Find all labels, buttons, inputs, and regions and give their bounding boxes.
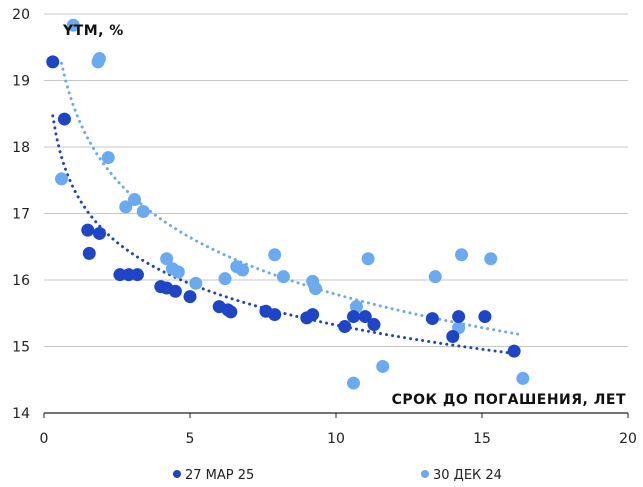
trendlines — [51, 61, 525, 355]
data-point-series-0 — [376, 359, 390, 373]
legend-label-series-mar: 27 МАР 25 — [185, 468, 254, 483]
x-axis-title: СРОК ДО ПОГАШЕНИЯ, ЛЕТ — [392, 392, 626, 408]
y-tick-label: 14 — [12, 406, 30, 422]
y-tick-label: 19 — [12, 74, 30, 90]
gridlines — [44, 13, 628, 347]
data-point-series-0 — [101, 151, 115, 165]
data-point-series-0 — [236, 263, 250, 277]
x-tick-label: 20 — [619, 431, 637, 447]
data-points — [46, 18, 530, 390]
x-tick-label: 15 — [473, 431, 491, 447]
data-point-series-0 — [455, 248, 469, 262]
trendline-series-1 — [51, 114, 516, 355]
data-point-series-1 — [92, 226, 106, 240]
y-tick-label: 18 — [12, 140, 30, 156]
data-point-series-1 — [183, 290, 197, 304]
data-point-series-1 — [446, 330, 460, 344]
data-point-series-1 — [306, 308, 320, 322]
data-point-series-1 — [82, 246, 96, 260]
data-point-series-1 — [358, 310, 372, 324]
data-point-series-1 — [46, 55, 60, 69]
axes: 14 15 16 17 18 19 20 0 5 10 15 20 — [12, 7, 637, 447]
data-point-series-1 — [168, 284, 182, 298]
y-tick-label: 16 — [12, 273, 30, 289]
data-point-series-0 — [66, 18, 80, 32]
x-tick-label: 10 — [327, 431, 345, 447]
data-point-series-0 — [361, 252, 375, 266]
legend-label-series-dec: 30 ДЕК 24 — [433, 468, 502, 483]
y-tick-label: 20 — [12, 7, 30, 23]
x-tick-label: 0 — [40, 431, 49, 447]
data-point-series-0 — [92, 52, 106, 66]
data-point-series-1 — [338, 320, 352, 334]
data-point-series-0 — [128, 193, 142, 207]
data-point-series-0 — [428, 270, 442, 284]
data-point-series-0 — [276, 270, 290, 284]
legend-marker-series-dec — [421, 470, 429, 478]
data-point-series-1 — [268, 308, 282, 322]
data-point-series-1 — [425, 312, 439, 326]
data-point-series-1 — [452, 310, 466, 324]
data-point-series-0 — [189, 276, 203, 290]
data-point-series-1 — [507, 344, 521, 358]
data-point-series-1 — [367, 318, 381, 332]
y-tick-label: 15 — [12, 340, 30, 356]
trendline-series-0 — [60, 61, 525, 337]
data-point-series-0 — [171, 265, 185, 279]
legend: 27 МАР 25 30 ДЕК 24 — [173, 468, 502, 483]
data-point-series-0 — [119, 200, 133, 214]
data-point-series-1 — [81, 223, 95, 237]
data-point-series-0 — [218, 272, 232, 286]
data-point-series-0 — [268, 248, 282, 262]
data-point-series-0 — [347, 376, 361, 390]
y-axis-title: YTM, % — [62, 23, 124, 39]
data-point-series-0 — [309, 282, 323, 296]
y-tick-label: 17 — [12, 207, 30, 223]
legend-marker-series-mar — [173, 470, 181, 478]
data-point-series-1 — [347, 310, 361, 324]
data-point-series-0 — [55, 172, 69, 186]
data-point-series-0 — [516, 371, 530, 385]
data-point-series-1 — [130, 268, 144, 282]
data-point-series-0 — [484, 252, 498, 266]
data-point-series-1 — [224, 305, 238, 319]
data-point-series-0 — [160, 252, 174, 266]
x-tick-label: 5 — [186, 431, 195, 447]
data-point-series-1 — [57, 112, 71, 126]
data-point-series-0 — [136, 205, 150, 219]
data-point-series-0 — [349, 300, 363, 314]
data-point-series-1 — [478, 310, 492, 324]
